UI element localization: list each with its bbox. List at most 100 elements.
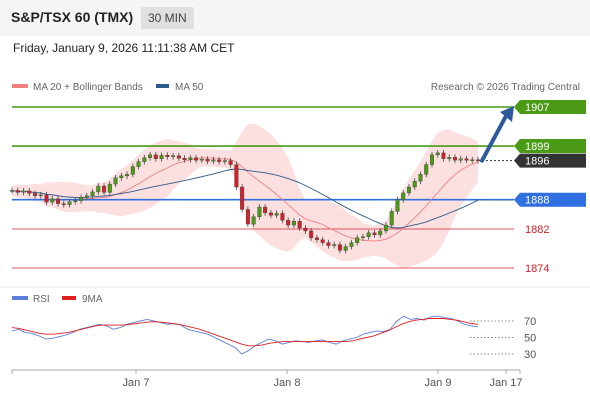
candle-body <box>194 157 199 161</box>
rsi-9ma-line <box>11 318 479 347</box>
candle-body <box>245 209 250 225</box>
candle-body <box>383 224 388 232</box>
x-tick-label: Jan 7 <box>123 377 150 389</box>
x-tick-label: Jan 17 <box>489 377 522 389</box>
candle-body <box>326 242 331 246</box>
forecast-arrow <box>480 114 508 163</box>
candle-body <box>33 193 38 196</box>
legend-label-rsi: RSI <box>33 294 50 305</box>
level-label-1888: 1888 <box>525 195 549 207</box>
candle-body <box>389 211 394 226</box>
candle-body <box>84 195 89 198</box>
candle-body <box>401 192 406 200</box>
candle-body <box>257 206 262 217</box>
candle-body <box>79 197 84 201</box>
candle-body <box>211 159 216 162</box>
candle-body <box>153 154 158 159</box>
candles <box>9 149 481 254</box>
candle-body <box>113 177 118 185</box>
candle-body <box>125 174 130 176</box>
legend-label-9ma: 9MA <box>82 294 103 305</box>
level-label-1882: 1882 <box>525 224 549 236</box>
candle-body <box>176 155 181 159</box>
candle-body <box>476 159 481 161</box>
candle-body <box>38 194 43 197</box>
legend-swatch-9ma <box>62 296 76 300</box>
candle-body <box>332 244 337 246</box>
candle-body <box>171 155 176 157</box>
timeframe-button[interactable]: 30 MIN <box>141 7 194 29</box>
candle-body <box>303 227 308 232</box>
rsi-tick-label: 30 <box>524 349 536 361</box>
candle-body <box>205 159 210 162</box>
candle-body <box>15 190 20 193</box>
candle-body <box>470 159 475 161</box>
candle-body <box>337 244 342 251</box>
bollinger-band <box>12 123 478 269</box>
candle-body <box>406 186 411 194</box>
copyright: Research © 2026 Trading Central <box>431 82 580 93</box>
candle-body <box>188 157 193 160</box>
candle-body <box>280 213 285 221</box>
candle-body <box>182 158 187 160</box>
candle-body <box>458 158 463 161</box>
instrument-title: S&P/TSX 60 (TMX) <box>11 9 134 25</box>
level-label-1874: 1874 <box>525 263 549 275</box>
candle-body <box>349 242 354 247</box>
candle-body <box>378 230 383 236</box>
candle-body <box>119 175 124 178</box>
candle-body <box>263 206 268 214</box>
level-badge-1899 <box>514 139 586 154</box>
chart-header: S&P/TSX 60 (TMX) 30 MIN <box>0 0 590 36</box>
candle-body <box>240 186 245 210</box>
candle-body <box>50 198 55 203</box>
candle-body <box>73 200 78 202</box>
candle-body <box>199 159 204 161</box>
candle-body <box>372 232 377 236</box>
candle-body <box>27 190 32 194</box>
legend-swatch-ma20 <box>12 84 28 88</box>
forecast-arrowhead <box>500 106 514 122</box>
ma20-line <box>11 157 479 242</box>
rsi-tick-label: 50 <box>524 333 536 345</box>
rsi-tick-label: 70 <box>524 316 536 328</box>
candle-body <box>142 157 147 162</box>
candle-body <box>44 194 49 203</box>
x-tick-label: Jan 8 <box>274 377 301 389</box>
candle-body <box>424 164 429 175</box>
rsi-line <box>11 315 479 355</box>
candle-body <box>297 220 302 229</box>
candle-body <box>447 157 452 159</box>
candle-body <box>435 152 440 156</box>
candle-body <box>320 239 325 243</box>
candle-body <box>222 160 227 162</box>
level-badge-1896 <box>514 153 586 168</box>
candle-body <box>441 152 446 159</box>
legend-swatch-rsi <box>12 296 28 300</box>
level-label-1896: 1896 <box>525 156 549 168</box>
candle-body <box>56 198 61 204</box>
legend-swatch-ma50 <box>156 84 169 88</box>
candle-body <box>314 237 319 240</box>
candle-body <box>9 190 14 192</box>
candle-body <box>21 190 26 193</box>
candle-body <box>217 159 222 162</box>
candle-body <box>165 155 170 157</box>
level-label-1907: 1907 <box>525 102 549 114</box>
candle-body <box>107 183 112 193</box>
candle-body <box>251 216 256 225</box>
candle-body <box>286 219 291 226</box>
candle-body <box>234 164 239 188</box>
candle-body <box>395 199 400 212</box>
candle-body <box>130 166 135 175</box>
level-label-1899: 1899 <box>525 141 549 153</box>
candle-body <box>343 246 348 251</box>
candle-body <box>412 180 417 188</box>
candle-body <box>366 232 371 237</box>
candle-body <box>228 160 233 165</box>
candle-body <box>61 203 66 205</box>
candle-body <box>360 236 365 238</box>
candle-body <box>268 212 273 216</box>
ma50-line <box>11 168 479 229</box>
